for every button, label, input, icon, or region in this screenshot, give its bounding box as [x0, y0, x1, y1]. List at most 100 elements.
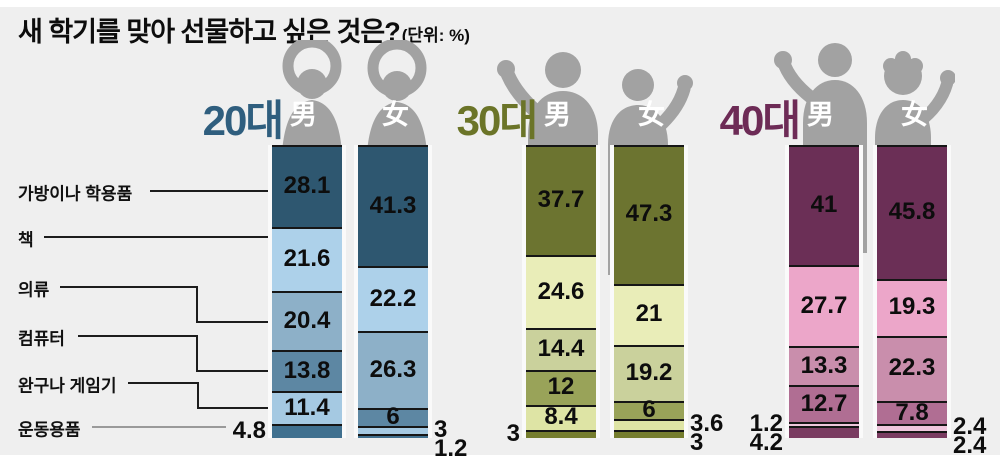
category-label: 운동용품: [18, 420, 81, 440]
segment-value: 22.3: [888, 354, 936, 382]
segment-value: 8.4: [544, 403, 578, 431]
segment-value: 19.2: [625, 359, 673, 387]
category-label: 완구나 게임기: [18, 376, 117, 396]
segment-value-outside: 1.2: [434, 435, 468, 459]
bar-segment: [614, 429, 684, 439]
segment-value: 13.8: [283, 356, 331, 384]
group-title: 30대: [456, 97, 538, 144]
category-connector-line: [44, 236, 272, 238]
bar-segment: [789, 346, 859, 386]
bar-segment: [526, 404, 596, 430]
page-title: 새 학기를 맞아 선물하고 싶은 것은? (단위: %): [18, 10, 470, 49]
bar-segment: [789, 422, 859, 426]
stacked-bar: 45.8 19.3 22.3 7.8: [877, 145, 947, 438]
bar-segment: [877, 423, 947, 431]
bar-segment: [358, 408, 428, 426]
stacked-bar: 41 27.7 13.3 12.7: [789, 145, 859, 439]
segment-value: 7.8: [895, 398, 929, 426]
bar-segment: [877, 335, 947, 402]
category-connector-line: [78, 335, 198, 337]
segment-value-outside: 3: [434, 416, 448, 444]
category-connector-line: [60, 286, 198, 288]
segment-value: 12: [547, 373, 575, 401]
segment-value: 11.4: [284, 393, 330, 421]
segment-value: 21.6: [283, 244, 331, 272]
bar-segment: [358, 331, 428, 409]
bar-segment: [272, 350, 342, 391]
bottom-white-band: [0, 455, 1000, 459]
category-connector-line: [196, 286, 198, 323]
bar-segment: [789, 425, 859, 439]
stacked-bar: 47.3 21 19.2 6: [614, 145, 684, 439]
bar-segment: [614, 345, 684, 402]
category-label: 책: [18, 230, 34, 250]
bar-segment: [526, 429, 596, 439]
category-connector-line: [196, 321, 272, 323]
category-connector-line: [197, 382, 199, 409]
bar-segment: [789, 145, 859, 266]
bar-segment: [358, 434, 428, 438]
segment-value: 41: [810, 191, 838, 219]
stacked-bar: 37.7 24.6 14.4 12 8.4: [526, 145, 596, 439]
group-title: 40대: [719, 97, 801, 144]
male-header-label: 男: [290, 100, 317, 130]
bar-segment: [614, 418, 684, 430]
segment-value: 13.3: [800, 351, 848, 379]
bar-segment: [526, 369, 596, 405]
segment-value-outside: 1.2: [749, 410, 783, 438]
segment-value-outside: 2.4: [953, 432, 987, 459]
bar-segment: [272, 227, 342, 291]
category-label: 컴퓨터: [18, 329, 65, 349]
segment-value: 22.2: [369, 284, 417, 312]
bar-segment: [877, 279, 947, 336]
female-header-label: 女: [382, 100, 409, 130]
male-header-label: 男: [807, 100, 834, 130]
segment-value: 12.7: [800, 389, 848, 417]
segment-value: 21: [635, 300, 663, 328]
category-connector-line: [197, 407, 272, 409]
female-header-label: 女: [901, 100, 928, 130]
bar-segment: [526, 327, 596, 370]
category-connector-line: [196, 335, 198, 372]
category-connector-line: [128, 382, 199, 384]
segment-value-outside: 4.2: [749, 429, 783, 457]
female-header-label: 女: [638, 100, 665, 130]
segment-value-outside: 3: [690, 429, 704, 457]
segment-value-outside: 3: [506, 419, 520, 447]
segment-value: 45.8: [888, 198, 936, 226]
segment-value: 41.3: [369, 191, 417, 219]
bar-segment: [358, 425, 428, 435]
bar-segment: [614, 401, 684, 419]
male-header-label: 男: [544, 100, 571, 130]
segment-value: 28.1: [283, 172, 331, 200]
segment-value-outside: 3.6: [690, 410, 724, 438]
bar-segment: [789, 265, 859, 347]
segment-value-outside: 4.8: [232, 417, 266, 445]
category-connector-line: [150, 190, 272, 192]
bar-segment: [877, 430, 947, 438]
segment-value: 26.3: [369, 355, 417, 383]
category-label: 의류: [18, 280, 50, 300]
bar-segment: [272, 424, 342, 439]
bar-segment: [358, 266, 428, 332]
bar-segment: [789, 385, 859, 423]
category-connector-line: [92, 426, 226, 428]
segment-value: 6: [386, 402, 400, 430]
bar-segment: [877, 145, 947, 280]
bar-segment: [877, 401, 947, 424]
bar-segment: [272, 145, 342, 228]
bar-segment: [526, 255, 596, 328]
segment-value: 27.7: [800, 291, 848, 319]
bar-segment: [614, 283, 684, 346]
bar-segment: [614, 145, 684, 284]
category-label: 가방이나 학용품: [18, 184, 133, 204]
segment-value: 14.4: [537, 334, 585, 362]
title-text: 새 학기를 맞아 선물하고 싶은 것은?: [18, 17, 401, 47]
stacked-bar: 28.1 21.6 20.4 13.8 11.4: [272, 145, 342, 439]
bar-segment: [272, 290, 342, 351]
category-connector-line: [196, 370, 272, 372]
bar-segment: [358, 145, 428, 266]
bar-segment: [526, 145, 596, 256]
group-title: 20대: [202, 97, 284, 144]
